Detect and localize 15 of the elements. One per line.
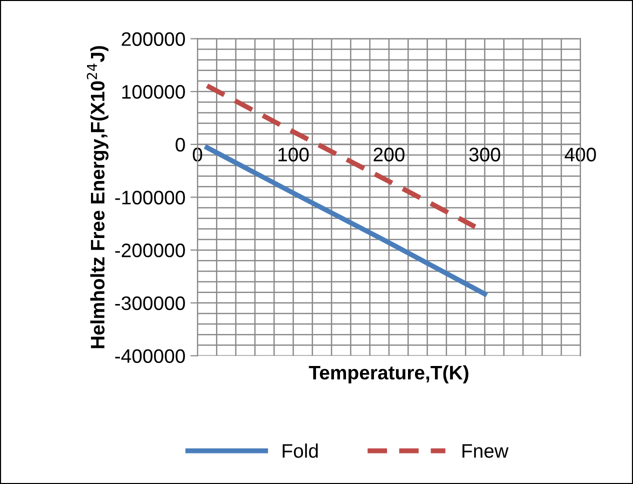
y-tick-label: -100000 [115, 190, 185, 204]
y-tick-label: 0 [176, 138, 185, 152]
x-axis-title: Temperature,T(K) [308, 365, 468, 384]
y-axis-title: Helmholtz Free Energy,F(X10$^{24}$J) [86, 46, 108, 348]
y-tick-label: -400000 [115, 349, 185, 363]
x-tick-label: 300 [469, 148, 500, 162]
x-tick-label: 200 [374, 148, 404, 162]
legend-label: Fold [282, 444, 318, 458]
legend-label: Fnew [462, 444, 509, 458]
y-tick-label: -200000 [115, 244, 185, 258]
y-tick-label: -300000 [115, 296, 185, 310]
x-tick-label: 100 [278, 148, 309, 162]
y-tick-label: 200000 [122, 32, 185, 46]
x-tick-label: 400 [564, 148, 596, 162]
y-tick-label: 100000 [122, 85, 185, 99]
